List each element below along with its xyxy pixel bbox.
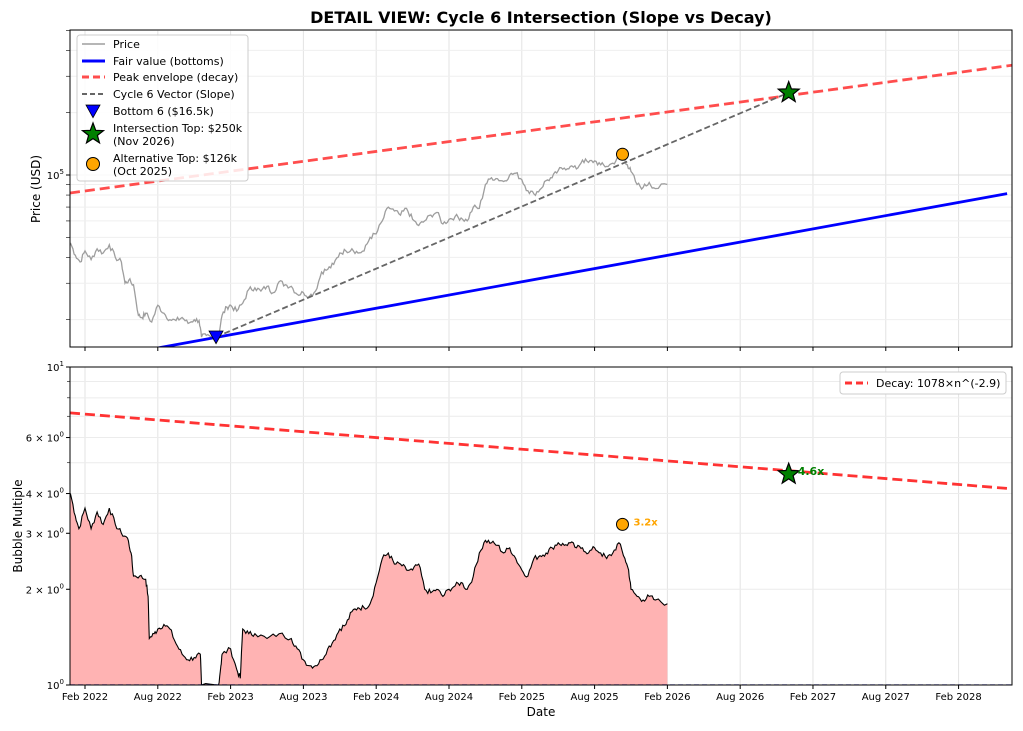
alternative-top-marker-bottom [615,517,629,531]
bubble-area [70,493,668,685]
legend-star-swatch [80,121,106,145]
x-tick-label: Feb 2023 [207,692,253,703]
x-tick-label: Aug 2024 [425,692,473,703]
y-tick-exponent: 0 [60,526,64,534]
intersection-multiple-label: 4.6x [798,465,825,478]
y-tick-exponent: 0 [60,582,64,590]
legend-label: Price [113,38,140,51]
chart-title: DETAIL VIEW: Cycle 6 Intersection (Slope… [310,8,772,27]
top-legend: Price Fair value (bottoms) Peak envelope (… [76,34,249,182]
intersection-top-star [776,79,801,103]
alternative-multiple-label: 3.2x [633,517,658,528]
legend-label: Alternative Top: $126k [113,152,238,165]
legend-label: Decay: 1078×n^(-2.9) [876,377,1000,390]
y-tick-label: 4 × 100 [26,487,64,501]
y-tick-exponent: 1 [60,360,64,368]
x-tick-label: Feb 2028 [935,692,981,703]
y-tick-exponent: 0 [60,678,64,686]
legend-box [839,371,1007,395]
x-tick-label: Feb 2025 [499,692,545,703]
bottom-marker [208,330,224,345]
legend-label-line2: (Nov 2026) [113,135,175,148]
alternative-top-marker [615,147,629,161]
x-tick-label: Feb 2022 [62,692,108,703]
bottom-axes-frame [69,366,1013,686]
decay-line [70,411,1012,491]
y-tick-label: 2 × 100 [26,582,64,596]
x-tick-label: Feb 2027 [790,692,836,703]
x-tick-label: Aug 2022 [134,692,182,703]
y-tick-exponent: 5 [60,168,64,176]
legend-circle-swatch [86,157,100,171]
x-tick-label: Aug 2025 [571,692,619,703]
legend-label: Peak envelope (decay) [113,71,238,84]
y-tick-label: 100 [47,678,64,692]
price-line [70,153,668,341]
legend-label: Fair value (bottoms) [113,55,224,68]
x-tick-label: Aug 2023 [279,692,327,703]
x-tick-label: Feb 2024 [353,692,399,703]
fair-value-line [155,192,1008,347]
top-axes-frame [69,29,1013,348]
y-tick-exponent: 0 [60,487,64,495]
legend-label: Bottom 6 ($16.5k) [113,105,214,118]
legend-label-line2: (Oct 2025) [113,165,172,178]
y-tick-label: 105 [47,168,64,182]
bottom-y-axis-label: Bubble Multiple [11,479,25,572]
bottom-legend: Decay: 1078×n^(-2.9) [839,371,1007,395]
y-tick-label: 101 [47,360,64,374]
bubble-line [70,493,668,685]
x-tick-label: Aug 2027 [862,692,910,703]
legend-bottom-swatch [85,104,101,119]
legend-label: Intersection Top: $250k [113,122,243,135]
y-tick-exponent: 0 [60,431,64,439]
legend-label: Cycle 6 Vector (Slope) [113,88,235,101]
y-tick-label: 3 × 100 [26,526,64,540]
intersection-star-bottom [776,461,801,485]
y-tick-label: 6 × 100 [26,431,64,445]
legend-box [76,34,249,182]
x-tick-label: Feb 2026 [644,692,690,703]
x-axis-label: Date [527,705,556,719]
x-tick-label: Aug 2026 [716,692,764,703]
cycle-vector-line [215,91,790,338]
top-y-axis-label: Price (USD) [29,155,43,223]
